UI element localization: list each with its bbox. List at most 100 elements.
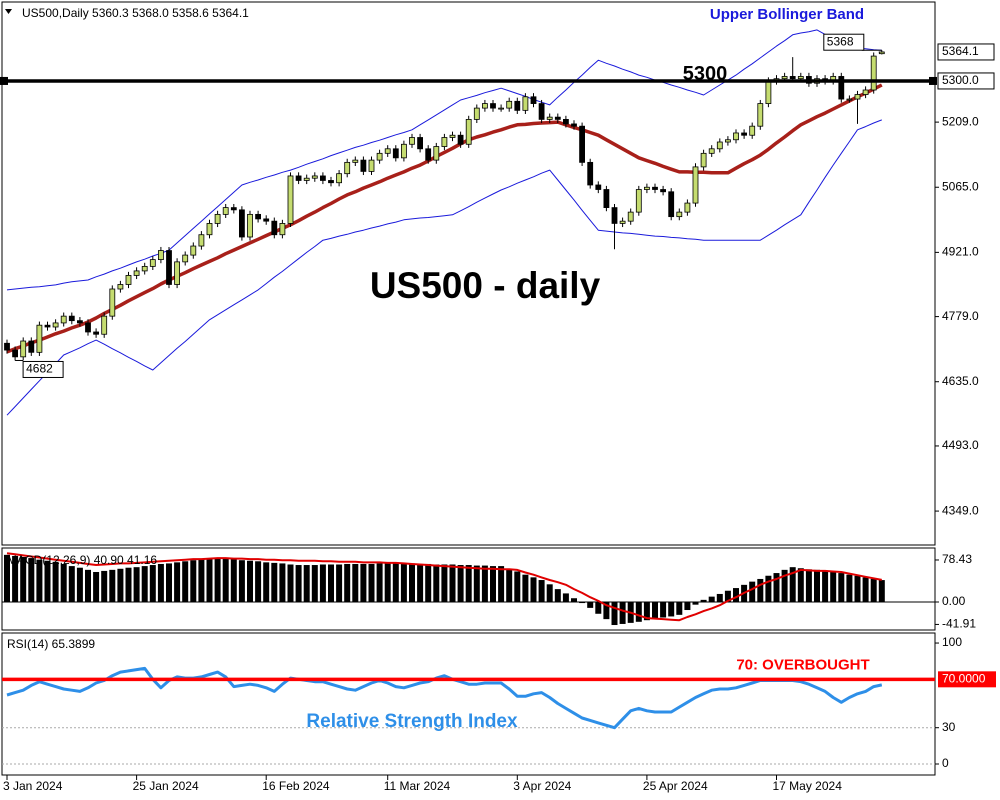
candle-body (587, 161, 594, 186)
macd-bar (862, 577, 869, 602)
candle-body (68, 315, 75, 322)
candle-body (93, 331, 99, 335)
chart-title: US500 - daily (370, 265, 601, 306)
candle-body (182, 254, 189, 263)
macd-bar (490, 566, 496, 602)
moving-average (6, 83, 883, 354)
candle-body (141, 265, 148, 272)
macd-bar (595, 601, 602, 614)
macd-bar (360, 563, 367, 602)
candle-body (579, 125, 585, 163)
macd-bar (579, 601, 586, 604)
candle-body (319, 175, 326, 181)
candle-body (20, 340, 27, 358)
candle-body (506, 100, 513, 109)
macd-bar (562, 593, 569, 602)
overbought-axis-label: 70.0000 (942, 671, 986, 685)
y-tick-label: 78.43 (942, 552, 972, 566)
candle-body (490, 103, 496, 109)
candle-body (603, 189, 610, 208)
menu-triangle (5, 9, 12, 14)
y-tick-label: -41.91 (942, 617, 976, 631)
macd-bar (247, 560, 253, 602)
candle-body (149, 259, 156, 267)
trough-label: 4682 (26, 362, 53, 376)
candle-body (287, 175, 294, 224)
macd-bar (587, 601, 594, 608)
level-axis-label: 5300.0 (942, 73, 979, 87)
candle-body (392, 148, 399, 159)
y-tick-label: 5209.0 (942, 114, 979, 128)
candle-body (425, 148, 432, 161)
candle-body (409, 137, 415, 145)
candle-body (133, 270, 140, 276)
x-tick-label: 25 Jan 2024 (133, 779, 199, 793)
macd-bar (571, 598, 577, 602)
macd-bar (797, 568, 804, 602)
macd-bar (190, 560, 197, 602)
candle-body (692, 166, 699, 204)
macd-bar (36, 559, 43, 602)
candle-body (230, 207, 237, 211)
macd-bar (141, 566, 148, 602)
overbought-axis-box (938, 671, 996, 688)
macd-bar (854, 575, 861, 602)
price-layer: 5368 4682 (0, 29, 937, 416)
candle-body (668, 191, 675, 218)
band-label: Upper Bollinger Band (710, 6, 864, 23)
macd-bar (781, 569, 788, 602)
macd-bar (352, 563, 359, 602)
y-tick-label: 0 (942, 756, 949, 770)
macd-bar (441, 564, 448, 602)
x-tick-label: 3 Apr 2024 (513, 779, 571, 793)
y-tick-label: 4349.0 (942, 503, 979, 517)
candle-body (255, 213, 262, 220)
peak-label: 5368 (827, 34, 854, 48)
x-tick-label: 16 Feb 2024 (262, 779, 330, 793)
macd-bar (757, 578, 764, 602)
macd-bar (311, 565, 318, 602)
x-tick-label: 25 Apr 2024 (643, 779, 708, 793)
macd-bar (52, 561, 59, 602)
macd-bar (400, 563, 407, 602)
candle-body (676, 211, 683, 218)
macd-bar (166, 563, 172, 602)
candle-body (44, 324, 51, 328)
macd-bar (805, 569, 812, 602)
macd-bar (652, 601, 658, 620)
candle-body (60, 315, 67, 324)
candle-body (635, 189, 642, 213)
macd-bar (336, 564, 343, 602)
macd-bar (789, 567, 796, 602)
candle-body (368, 159, 375, 172)
candle-body (538, 103, 545, 120)
y-tick-label: 4635.0 (942, 374, 979, 388)
candle-body (214, 213, 221, 224)
macd-bar (44, 560, 51, 602)
candle-body (28, 340, 35, 353)
x-tick-label: 11 Mar 2024 (384, 779, 451, 793)
candle-body (238, 209, 245, 238)
macd-bar (4, 554, 10, 602)
macd-bar (733, 588, 739, 602)
candle-body (222, 207, 229, 215)
macd-bar (344, 563, 351, 602)
candle-body (530, 96, 537, 104)
candle-body (263, 218, 270, 222)
y-tick-label: 4493.0 (942, 438, 979, 452)
macd-bar (222, 558, 229, 602)
candle-body (417, 137, 424, 150)
price-axis-label: 5364.1 (942, 44, 979, 58)
candle-body (206, 223, 213, 236)
macd-bar (174, 562, 181, 602)
candle-body (757, 103, 764, 127)
macd-bar (457, 565, 464, 602)
macd-bar (449, 564, 456, 602)
macd-bar (700, 599, 707, 602)
candle-body (247, 213, 253, 238)
macd-bar (676, 601, 683, 615)
candle-body (441, 137, 448, 147)
candle-body (514, 100, 521, 111)
macd-bar (846, 574, 853, 602)
macd-bar (238, 560, 245, 602)
